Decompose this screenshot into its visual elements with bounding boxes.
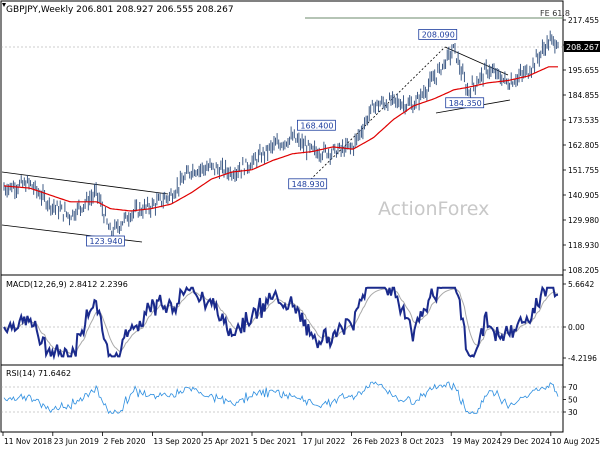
watermark: ActionForex xyxy=(378,198,489,220)
time-tick-label: 13 Sep 2020 xyxy=(153,437,201,446)
price-annotation-label: 148.930 xyxy=(292,180,325,189)
rsi-axis: 70 50 30 xyxy=(563,383,578,417)
price-annotations: 208.090 184.350 168.400 148.930 123.940 xyxy=(86,29,485,247)
price-annotation-label: 184.350 xyxy=(449,99,482,108)
macd-tick-label: 5.6642 xyxy=(568,280,594,289)
collapse-icon[interactable] xyxy=(2,3,6,7)
price-annotation-label: 168.400 xyxy=(300,121,333,130)
rsi-title: RSI(14) 71.6462 xyxy=(6,369,71,378)
price-annotation-box xyxy=(288,178,328,190)
fe-label: FE 61.8 xyxy=(540,9,570,18)
price-tick-label: 140.905 xyxy=(568,191,599,200)
price-annotation-label: 208.090 xyxy=(422,30,455,39)
price-annotation-box xyxy=(418,29,458,40)
price-annotation-box xyxy=(445,97,485,109)
macd-title: MACD(12,26,9) 2.8412 2.2396 xyxy=(6,280,128,289)
price-tick-label: 118.930 xyxy=(568,241,599,250)
price-tick-label: 108.205 xyxy=(568,266,599,275)
time-tick-label: 23 Jun 2019 xyxy=(54,437,99,446)
macd-line xyxy=(3,285,559,361)
macd-signal-line xyxy=(3,288,559,355)
time-tick-label: 2 Feb 2020 xyxy=(104,437,146,446)
moving-average-line xyxy=(3,66,558,212)
macd-axis: 5.6642 0.00 -4.2196 xyxy=(563,280,597,363)
time-tick-label: 26 Feb 2023 xyxy=(353,437,400,446)
price-tick-label: 173.535 xyxy=(568,116,599,125)
time-tick-label: 19 May 2024 xyxy=(452,437,501,446)
price-annotation-box xyxy=(86,235,125,247)
time-tick-label: 10 Aug 2025 xyxy=(552,437,600,446)
last-price-value: 208.267 xyxy=(566,43,599,52)
price-annotation-box xyxy=(297,119,336,131)
time-tick-label: 5 Dec 2021 xyxy=(253,437,296,446)
price-tick-label: 184.855 xyxy=(568,91,599,100)
time-tick-label: 29 Dec 2024 xyxy=(502,437,550,446)
time-tick-label: 8 Oct 2023 xyxy=(402,437,444,446)
last-price-badge xyxy=(564,41,600,52)
time-tick-label: 25 Apr 2021 xyxy=(203,437,250,446)
chart-frame xyxy=(0,0,564,433)
price-tick-label: 217.455 xyxy=(568,16,599,25)
time-tick-label: 17 Jul 2022 xyxy=(303,437,346,446)
price-tick-label: 162.805 xyxy=(568,141,599,150)
rsi-line xyxy=(3,381,559,415)
price-tick-label: 151.755 xyxy=(568,166,599,175)
macd-tick-label: 0.00 xyxy=(568,323,585,332)
price-tick-label: 195.655 xyxy=(568,66,599,75)
price-tick-label: 129.980 xyxy=(568,216,599,225)
rsi-tick-label: 50 xyxy=(568,396,578,405)
time-axis: 11 Nov 2018 23 Jun 2019 2 Feb 2020 13 Sep 2… xyxy=(2,432,600,446)
rsi-tick-label: 70 xyxy=(568,383,578,392)
macd-tick-label: -4.2196 xyxy=(568,354,597,363)
chart-title: GBPJPY,Weekly 206.801 208.927 206.555 20… xyxy=(6,5,234,15)
price-annotation-label: 123.940 xyxy=(89,237,122,246)
time-tick-label: 11 Nov 2018 xyxy=(4,437,52,446)
rsi-tick-label: 30 xyxy=(568,408,578,417)
